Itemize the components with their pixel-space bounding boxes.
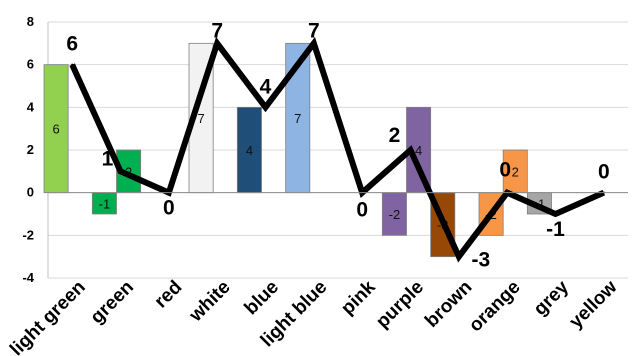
y-tick-label: 8 — [27, 14, 34, 29]
line-point-label: 7 — [308, 19, 320, 42]
bar-value-label: 2 — [512, 164, 519, 179]
line-point-label: -1 — [546, 218, 565, 241]
bar-value-label: 7 — [197, 111, 204, 126]
line-point — [457, 255, 460, 258]
x-tick-label: grey — [530, 276, 574, 320]
line-point-label: 7 — [211, 19, 223, 42]
line-point-label: 0 — [356, 199, 368, 222]
x-tick-label: green — [87, 277, 138, 328]
line-point — [264, 106, 267, 109]
bar-value-label: 6 — [52, 122, 59, 137]
bar-purple — [381, 192, 407, 236]
line-point — [554, 213, 557, 215]
line-path — [69, 36, 606, 263]
x-tick-label: light green — [6, 277, 90, 356]
bar-value-label: 4 — [415, 143, 422, 158]
line-point-label: -3 — [471, 249, 490, 272]
bar-orange — [502, 149, 528, 194]
line-point-label: 0 — [499, 159, 511, 182]
line-point — [312, 42, 315, 45]
x-tick-label: orange — [465, 277, 525, 337]
line-point-label: 0 — [163, 197, 175, 220]
line-point-label: 6 — [66, 33, 78, 56]
y-tick-label: -2 — [22, 227, 34, 242]
bar-value-label: -1 — [99, 196, 111, 211]
x-tick-label: blue — [241, 277, 283, 319]
x-tick-label: pink — [337, 276, 380, 319]
line-point-label: 0 — [598, 161, 610, 184]
x-tick-label: white — [185, 277, 235, 327]
x-tick-label: red — [151, 277, 187, 313]
bar-light-green — [43, 64, 69, 194]
line-point — [216, 42, 219, 45]
bar-blue — [236, 106, 262, 194]
line-point-label: 4 — [260, 75, 272, 98]
x-tick-label: yellow — [565, 277, 621, 333]
y-tick-label: 4 — [27, 99, 35, 114]
line-point — [409, 149, 412, 151]
line-point — [71, 63, 74, 66]
bar-value-label: 4 — [246, 143, 253, 158]
y-tick-label: 6 — [27, 57, 34, 72]
line-point-label: 2 — [389, 124, 401, 147]
line-point — [119, 170, 122, 173]
y-tick-label: -4 — [22, 270, 34, 285]
line-point-label: 1 — [102, 147, 114, 170]
bar-value-label: 7 — [294, 111, 301, 126]
x-tick-label: purple — [372, 277, 428, 333]
y-tick-label: 2 — [27, 142, 34, 157]
y-tick-label: 0 — [27, 185, 34, 200]
bar-value-label: -2 — [389, 207, 401, 222]
